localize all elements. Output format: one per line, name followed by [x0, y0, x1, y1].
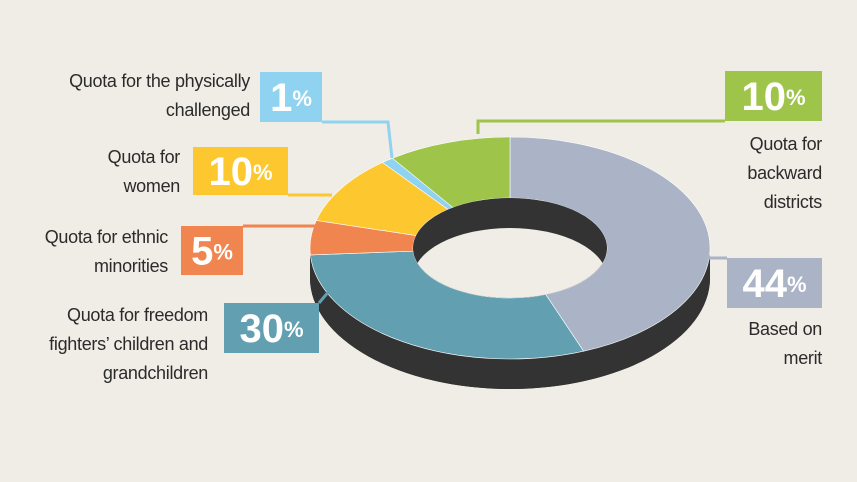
category-label: challenged	[166, 100, 250, 120]
category-label: Quota for ethnic	[45, 227, 169, 247]
value-label: 10%	[741, 75, 805, 119]
value-label: 44%	[742, 262, 806, 306]
value-label: 10%	[208, 150, 272, 194]
category-label: merit	[784, 348, 823, 368]
donut-hole	[413, 198, 607, 298]
value-box	[260, 72, 322, 122]
leader-line	[317, 289, 332, 304]
hole-floor	[413, 228, 607, 298]
category-label: Quota for	[108, 147, 181, 167]
category-label: Based on	[748, 319, 822, 339]
value-box	[181, 226, 243, 275]
category-label: fighters’ children and	[49, 334, 208, 354]
value-label: 30%	[239, 307, 303, 351]
category-label: minorities	[94, 256, 168, 276]
value-box	[193, 147, 288, 195]
category-label: grandchildren	[103, 363, 208, 383]
category-label: Quota for the physically	[69, 71, 250, 91]
value-box	[224, 303, 319, 353]
category-label: women	[122, 176, 180, 196]
value-label: 1%	[270, 76, 312, 120]
category-label: Quota for	[750, 134, 823, 154]
leader-line	[322, 120, 394, 159]
value-box	[725, 71, 822, 121]
leader-line	[476, 119, 725, 134]
value-label: 5%	[191, 229, 233, 273]
category-label: Quota for freedom	[67, 305, 208, 325]
value-box	[727, 258, 822, 308]
category-label: districts	[764, 192, 823, 212]
category-label: backward	[747, 163, 822, 183]
